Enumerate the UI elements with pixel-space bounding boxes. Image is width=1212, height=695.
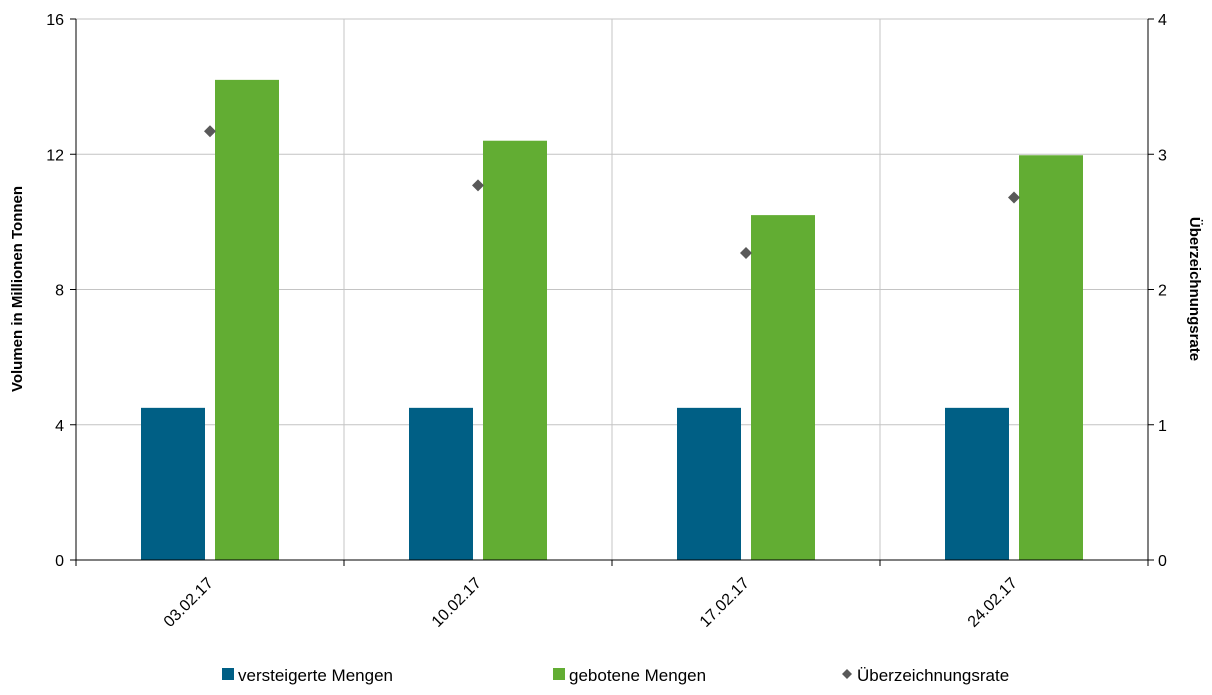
bar-gebotene-1 <box>483 140 547 560</box>
legend-swatch-1 <box>553 668 565 680</box>
bar-gebotene-0 <box>215 79 279 561</box>
x-tick-label: 24.02.17 <box>965 575 1021 631</box>
right-tick-labels: 0 1 2 3 4 <box>1158 12 1167 570</box>
legend-swatch-2 <box>842 669 852 679</box>
y2-tick-label: 1 <box>1158 418 1167 435</box>
bar-gebotene-2 <box>751 215 815 561</box>
y2-tick-label: 3 <box>1158 147 1167 164</box>
y-tick-label: 8 <box>55 283 64 300</box>
marker-ueberzeichnungsrate-1 <box>472 179 484 192</box>
y2-tick-label: 4 <box>1158 12 1167 29</box>
bar-versteigerte-1 <box>409 407 473 560</box>
x-tick-labels: 03.02.17 10.02.17 17.02.17 24.02.17 <box>161 575 1021 631</box>
y-tick-label: 12 <box>46 147 64 164</box>
marker-ueberzeichnungsrate-3 <box>1008 191 1020 204</box>
bar-gebotene-3 <box>1019 155 1083 560</box>
y-tick-label: 0 <box>55 553 64 570</box>
bar-versteigerte-3 <box>945 407 1009 560</box>
left-tick-labels: 0 4 8 12 16 <box>46 12 64 570</box>
marker-ueberzeichnungsrate-2 <box>740 246 752 259</box>
markers <box>204 125 1020 259</box>
legend-label-0: versteigerte Mengen <box>238 666 393 685</box>
y-tick-label: 4 <box>55 418 64 435</box>
legend: versteigerte Mengen gebotene Mengen Überze… <box>222 666 1009 685</box>
y-axis-title: Volumen in Millionen Tonnen <box>9 186 26 392</box>
y-tick-label: 16 <box>46 12 64 29</box>
x-tick-label: 03.02.17 <box>161 575 217 631</box>
bar-versteigerte-0 <box>141 407 205 560</box>
legend-swatch-0 <box>222 668 234 680</box>
bars <box>141 79 1083 561</box>
x-tick-label: 10.02.17 <box>429 575 485 631</box>
y2-tick-label: 0 <box>1158 553 1167 570</box>
legend-label-2: Überzeichnungsrate <box>857 666 1009 685</box>
marker-ueberzeichnungsrate-0 <box>204 125 216 138</box>
y2-tick-label: 2 <box>1158 283 1167 300</box>
bar-versteigerte-2 <box>677 407 741 560</box>
y2-axis-title: Überzeichnungsrate <box>1186 217 1203 361</box>
x-tick-label: 17.02.17 <box>697 575 753 631</box>
legend-label-1: gebotene Mengen <box>569 666 706 685</box>
axes <box>70 18 1154 566</box>
